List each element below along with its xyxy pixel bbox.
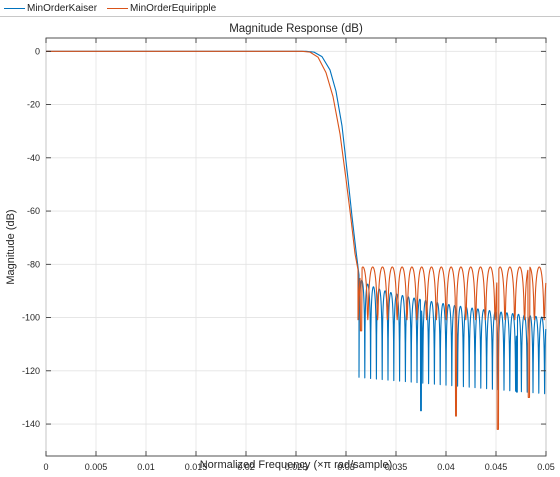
x-tick-label: 0.025 — [285, 462, 308, 472]
y-tick-label: -140 — [22, 419, 40, 429]
series-line-minorderkaiser[interactable] — [46, 50, 547, 412]
legend-swatch-equiripple — [107, 7, 129, 9]
legend-label-kaiser: MinOrderKaiser — [27, 2, 98, 14]
series-line-minorderequiripple[interactable] — [46, 50, 547, 430]
x-tick-label: 0.04 — [437, 462, 455, 472]
x-tick-label: 0.045 — [485, 462, 508, 472]
y-tick-label: -60 — [27, 206, 40, 216]
x-tick-label: 0.01 — [137, 462, 155, 472]
y-tick-label: -100 — [22, 313, 40, 323]
y-tick-label: -40 — [27, 153, 40, 163]
y-tick-label: 0 — [35, 46, 40, 56]
x-axis-label: Normalized Frequency (×π rad/sample) — [200, 459, 393, 471]
x-tick-label: 0.005 — [85, 462, 108, 472]
x-tick-label: 0.03 — [337, 462, 355, 472]
x-tick-label: 0 — [43, 462, 48, 472]
y-tick-label: -120 — [22, 366, 40, 376]
x-tick-label: 0.05 — [537, 462, 555, 472]
y-tick-label: -20 — [27, 100, 40, 110]
chart-title: Magnitude Response (dB) — [229, 23, 363, 35]
axes: 0 0.005 0.01 0.015 0.02 0.025 0.03 0.035 0.04 0.0… — [22, 38, 555, 472]
series-layer — [46, 50, 547, 430]
y-tick-label: -80 — [27, 259, 40, 269]
y-axis-label: Magnitude (dB) — [5, 209, 17, 284]
magnitude-response-chart[interactable]: 0 0.005 0.01 0.015 0.02 0.025 0.03 0.035 0.04 0.0… — [0, 17, 560, 477]
legend: MinOrderKaiser MinOrderEquiripple — [0, 0, 560, 17]
legend-swatch-kaiser — [4, 7, 25, 9]
legend-item-kaiser[interactable]: MinOrderKaiser — [4, 3, 97, 14]
legend-item-equiripple[interactable]: MinOrderEquiripple — [107, 3, 216, 14]
legend-label-equiripple: MinOrderEquiripple — [130, 2, 217, 14]
x-tick-label: 0.035 — [385, 462, 408, 472]
x-tick-label: 0.02 — [237, 462, 255, 472]
x-tick-label: 0.015 — [185, 462, 208, 472]
grid — [45, 38, 547, 456]
